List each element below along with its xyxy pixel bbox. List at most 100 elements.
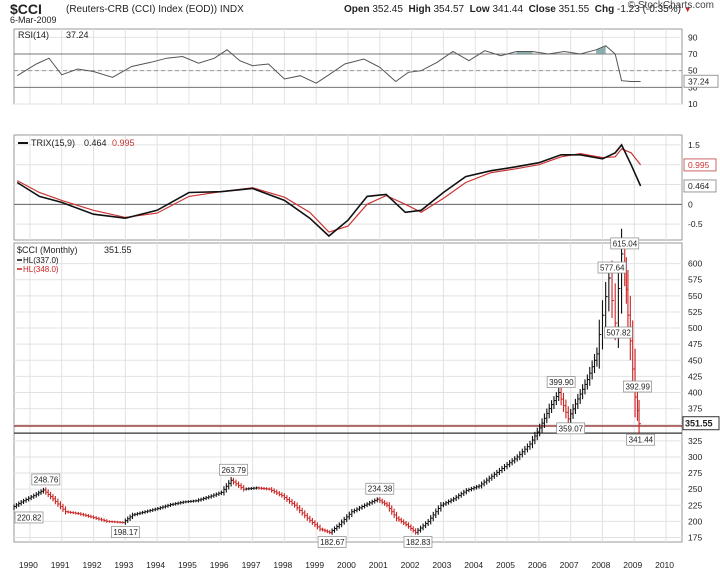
price-annotation-box xyxy=(14,511,44,524)
price-annotation: 615.04 xyxy=(613,239,638,248)
x-tick-label: 2007 xyxy=(560,560,579,570)
x-tick-label: 1998 xyxy=(273,560,292,570)
price-ytick-label: 375 xyxy=(688,404,702,414)
price-annotation: 182.83 xyxy=(406,538,431,547)
trix-ytick-label: 1.5 xyxy=(688,140,700,150)
price-ytick-label: 475 xyxy=(688,339,702,349)
price-ytick-label: 550 xyxy=(688,291,702,301)
x-tick-label: 2004 xyxy=(464,560,483,570)
rsi-overbought-fill xyxy=(516,51,533,54)
price-ytick-label: 325 xyxy=(688,436,702,446)
price-value: 351.55 xyxy=(104,245,132,255)
price-annotation: 220.82 xyxy=(17,513,42,522)
price-annotation: 234.38 xyxy=(368,485,393,494)
rsi-value: 37.24 xyxy=(66,30,89,40)
price-legend-label: HL(348.0) xyxy=(23,265,59,274)
x-tick-label: 2000 xyxy=(337,560,356,570)
quote-summary: Open 352.45 High 354.57 Low 341.44 Close… xyxy=(344,4,692,15)
rsi-overbought-fill xyxy=(596,45,606,54)
x-tick-label: 2008 xyxy=(591,560,610,570)
price-annotation-box xyxy=(317,536,347,548)
price-annotation-box xyxy=(604,326,633,339)
price-annotation: 392.99 xyxy=(625,383,650,392)
x-tick-label: 1990 xyxy=(19,560,38,570)
price-annotation-box xyxy=(403,536,433,548)
rsi-ytick-label: 70 xyxy=(688,49,698,59)
price-annotation: 399.90 xyxy=(549,378,574,387)
price-annotation: 263.79 xyxy=(221,466,246,475)
price-annotation: 341.44 xyxy=(629,436,654,445)
price-annotation-box xyxy=(31,473,61,486)
x-tick-label: 2010 xyxy=(655,560,674,570)
trix-signal-tag-box xyxy=(683,158,717,172)
rsi-ytick-label: 10 xyxy=(688,99,698,109)
price-ytick-label: 250 xyxy=(688,484,702,494)
price-annotation-box xyxy=(546,376,576,388)
x-tick-label: 1994 xyxy=(146,560,165,570)
rsi-title: RSI(14) xyxy=(18,30,49,40)
trix-signal-tag: 0.995 xyxy=(688,160,710,170)
price-annotation: 198.17 xyxy=(113,528,138,537)
price-annotation: 359.07 xyxy=(559,424,584,433)
price-tag: 351.55 xyxy=(685,419,713,429)
rsi-ytick-label: 90 xyxy=(688,32,698,42)
ticker-description: (Reuters-CRB (CCI) Index (EOD)) INDX xyxy=(66,4,244,15)
x-tick-label: 2009 xyxy=(623,560,642,570)
price-annotation-box xyxy=(219,463,248,476)
x-tick-label: 1991 xyxy=(51,560,70,570)
x-tick-label: 2006 xyxy=(528,560,547,570)
x-tick-label: 2005 xyxy=(496,560,515,570)
chart-date: 6-Mar-2009 xyxy=(10,15,57,25)
price-legend-label: HL(337.0) xyxy=(23,256,59,265)
price-annotation-box xyxy=(556,422,586,435)
price-ytick-label: 525 xyxy=(688,307,702,317)
trix-ytick-label: -0.5 xyxy=(688,219,703,229)
x-tick-label: 1999 xyxy=(305,560,324,570)
x-tick-label: 1992 xyxy=(83,560,102,570)
x-tick-label: 2003 xyxy=(432,560,451,570)
price-ytick-label: 200 xyxy=(688,516,702,526)
price-annotation-box xyxy=(365,482,395,495)
x-tick-label: 2001 xyxy=(369,560,388,570)
trix-line xyxy=(16,143,642,238)
x-tick-label: 1993 xyxy=(114,560,133,570)
price-ytick-label: 225 xyxy=(688,500,702,510)
trix-signal-line xyxy=(16,148,642,233)
down-arrow-icon: ▼ xyxy=(683,5,692,14)
price-annotation-box xyxy=(610,237,640,250)
price-ytick-label: 175 xyxy=(688,532,702,542)
x-tick-label: 1995 xyxy=(178,560,197,570)
rsi-line xyxy=(16,45,641,84)
trix-value: 0.464 xyxy=(84,138,107,148)
rsi-value-tag: 37.24 xyxy=(688,76,710,86)
trix-title: TRIX(15,9) xyxy=(31,138,75,148)
x-tick-label: 1996 xyxy=(210,560,229,570)
x-tick-label: 1997 xyxy=(242,560,261,570)
price-annotation: 507.82 xyxy=(606,329,631,338)
chart-header: $CCI (Reuters-CRB (CCI) Index (EOD)) IND… xyxy=(0,0,720,26)
price-annotation-box xyxy=(597,261,627,274)
price-ytick-label: 575 xyxy=(688,275,702,285)
price-ytick-label: 600 xyxy=(688,259,702,269)
price-title: $CCI (Monthly) xyxy=(17,245,78,255)
price-tag-box xyxy=(682,416,720,431)
trix-value-tag: 0.464 xyxy=(688,181,710,191)
price-ytick-label: 500 xyxy=(688,323,702,333)
price-annotation-box xyxy=(110,526,140,538)
trix-ytick-label: 0 xyxy=(688,199,693,209)
price-ytick-label: 400 xyxy=(688,388,702,398)
stockcharts-logo: © StockCharts.com xyxy=(627,0,714,11)
rsi-ytick-label: 50 xyxy=(688,66,698,76)
trix-signal-value: 0.995 xyxy=(112,138,135,148)
price-annotation: 577.64 xyxy=(600,264,625,273)
price-ytick-label: 425 xyxy=(688,371,702,381)
price-annotation-box xyxy=(626,433,655,446)
price-ytick-label: 300 xyxy=(688,452,702,462)
price-annotation-box xyxy=(623,380,652,393)
rsi-value-tag-box xyxy=(683,74,719,88)
price-annotation: 248.76 xyxy=(34,475,59,484)
price-ytick-label: 450 xyxy=(688,355,702,365)
trix-value-tag-box xyxy=(683,179,717,193)
